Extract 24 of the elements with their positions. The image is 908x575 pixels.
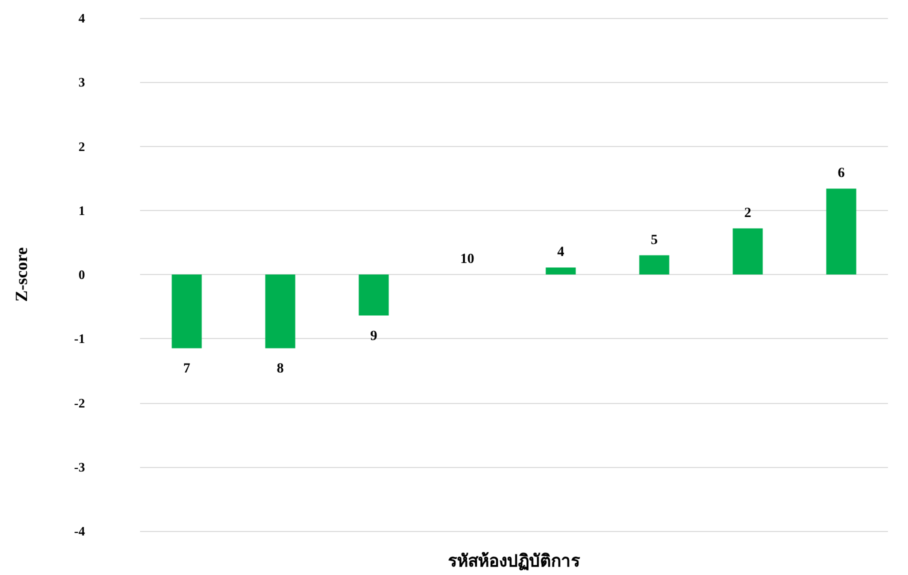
bar	[358, 274, 389, 316]
y-tick-label: -2	[74, 395, 85, 410]
x-tick-label: 10	[460, 252, 474, 267]
bar	[265, 274, 296, 348]
x-tick-label: 6	[838, 166, 845, 182]
bar	[546, 267, 576, 274]
y-tick-label: 0	[78, 267, 85, 282]
y-tick-label: 2	[78, 138, 85, 154]
bar	[639, 255, 670, 274]
y-tick-label: -3	[74, 459, 86, 474]
y-tick-label: -4	[74, 524, 86, 538]
y-tick-label: 1	[78, 202, 85, 218]
bar	[826, 188, 856, 274]
x-axis-title: รหัสห้องปฏิบัติการ	[448, 552, 581, 572]
x-tick-label: 8	[276, 362, 284, 377]
y-axis-title: Z-score	[12, 246, 31, 302]
x-tick-label: 5	[650, 232, 658, 248]
y-tick-label: -1	[74, 331, 85, 346]
x-tick-label: 7	[183, 362, 190, 377]
bar	[172, 274, 202, 348]
y-tick-label: 4	[78, 10, 86, 26]
y-tick-label: 3	[78, 74, 86, 90]
x-tick-label: 9	[370, 329, 378, 344]
bar	[732, 228, 763, 274]
